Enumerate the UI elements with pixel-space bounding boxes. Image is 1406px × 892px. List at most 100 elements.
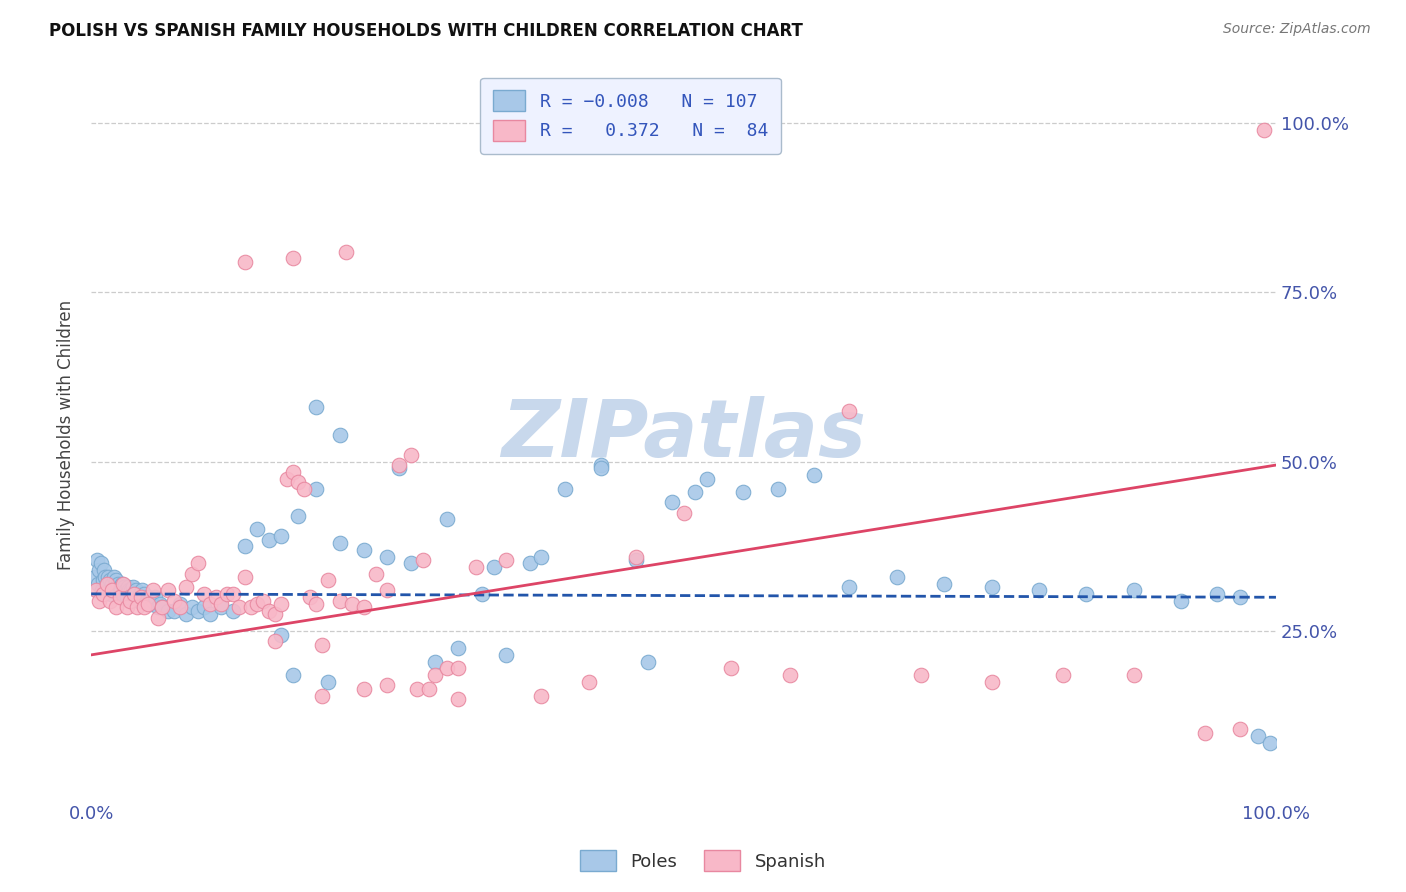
Point: [406, 681, 429, 696]
Text: Source: ZipAtlas.com: Source: ZipAtlas.com: [1223, 22, 1371, 37]
Point: [246, 597, 269, 611]
Point: [305, 597, 328, 611]
Point: [399, 557, 422, 571]
Point: [329, 536, 352, 550]
Point: [910, 668, 932, 682]
Point: [118, 583, 141, 598]
Point: [89, 563, 111, 577]
Point: [335, 244, 357, 259]
Point: [672, 506, 695, 520]
Point: [1229, 591, 1251, 605]
Point: [139, 597, 162, 611]
Point: [1028, 583, 1050, 598]
Point: [779, 668, 801, 682]
Point: [696, 472, 718, 486]
Point: [233, 570, 256, 584]
Point: [134, 587, 156, 601]
Point: [1194, 726, 1216, 740]
Point: [305, 401, 328, 415]
Point: [174, 580, 197, 594]
Point: [128, 587, 150, 601]
Point: [1170, 593, 1192, 607]
Point: [661, 495, 683, 509]
Point: [377, 678, 399, 692]
Point: [281, 252, 304, 266]
Point: [136, 597, 159, 611]
Point: [423, 668, 446, 682]
Point: [589, 458, 612, 472]
Point: [447, 692, 470, 706]
Point: [91, 587, 114, 601]
Point: [299, 591, 322, 605]
Point: [122, 587, 145, 601]
Point: [107, 576, 129, 591]
Point: [117, 580, 139, 594]
Point: [768, 482, 790, 496]
Point: [554, 482, 576, 496]
Point: [138, 593, 160, 607]
Point: [122, 587, 145, 601]
Point: [436, 661, 458, 675]
Point: [87, 576, 110, 591]
Point: [193, 587, 215, 601]
Point: [436, 512, 458, 526]
Point: [169, 597, 191, 611]
Point: [120, 593, 142, 607]
Point: [105, 574, 128, 588]
Point: [471, 587, 494, 601]
Point: [519, 557, 541, 571]
Point: [637, 655, 659, 669]
Point: [364, 566, 387, 581]
Point: [246, 523, 269, 537]
Text: ZIPatlas: ZIPatlas: [501, 395, 866, 474]
Point: [281, 668, 304, 682]
Point: [353, 600, 375, 615]
Point: [110, 583, 132, 598]
Point: [127, 600, 149, 615]
Point: [98, 574, 121, 588]
Point: [1122, 668, 1144, 682]
Point: [281, 465, 304, 479]
Point: [121, 580, 143, 594]
Point: [100, 587, 122, 601]
Point: [163, 604, 186, 618]
Point: [1258, 736, 1281, 750]
Point: [142, 593, 165, 607]
Text: POLISH VS SPANISH FAMILY HOUSEHOLDS WITH CHILDREN CORRELATION CHART: POLISH VS SPANISH FAMILY HOUSEHOLDS WITH…: [49, 22, 803, 40]
Point: [90, 583, 112, 598]
Point: [146, 610, 169, 624]
Point: [294, 482, 316, 496]
Point: [1076, 587, 1098, 601]
Point: [112, 587, 135, 601]
Point: [263, 607, 285, 622]
Point: [316, 675, 339, 690]
Point: [252, 593, 274, 607]
Point: [233, 254, 256, 268]
Point: [377, 583, 399, 598]
Point: [103, 570, 125, 584]
Point: [124, 591, 146, 605]
Point: [495, 553, 517, 567]
Point: [198, 597, 221, 611]
Point: [97, 570, 120, 584]
Point: [146, 600, 169, 615]
Point: [276, 472, 298, 486]
Point: [101, 583, 124, 598]
Point: [149, 597, 172, 611]
Point: [135, 593, 157, 607]
Point: [222, 604, 245, 618]
Point: [131, 583, 153, 598]
Point: [112, 580, 135, 594]
Point: [204, 591, 226, 605]
Point: [94, 570, 117, 584]
Point: [1122, 583, 1144, 598]
Point: [96, 576, 118, 591]
Point: [578, 675, 600, 690]
Point: [423, 655, 446, 669]
Point: [98, 593, 121, 607]
Point: [136, 591, 159, 605]
Point: [93, 563, 115, 577]
Point: [150, 600, 173, 615]
Point: [305, 482, 328, 496]
Point: [257, 604, 280, 618]
